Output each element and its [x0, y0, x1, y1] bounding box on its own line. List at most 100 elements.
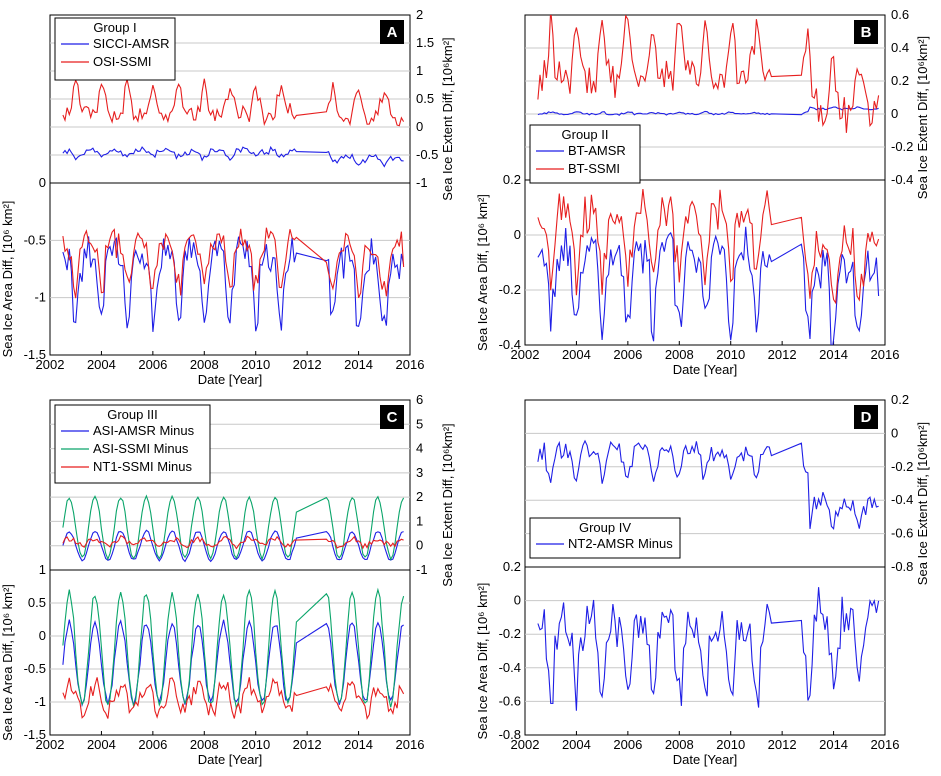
legend-title: Group IV [579, 520, 631, 535]
right-tick-label: 1 [416, 513, 423, 528]
x-tick-label: 2012 [293, 357, 322, 372]
legend-entry: BT-AMSR [568, 143, 626, 158]
right-tick-label: 1 [416, 63, 423, 78]
left-tick-label: -0.8 [499, 727, 521, 742]
right-tick-label: 4 [416, 441, 423, 456]
left-tick-label: -0.6 [499, 693, 521, 708]
right-tick-label: -0.6 [891, 526, 913, 541]
right-tick-label: 0 [891, 106, 898, 121]
x-tick-label: 2016 [871, 347, 900, 362]
right-tick-label: 0.5 [416, 91, 434, 106]
x-tick-label: 2006 [138, 737, 167, 752]
x-axis-label: Date [Year] [673, 362, 738, 377]
x-tick-label: 2002 [36, 357, 65, 372]
right-tick-label: 0.2 [891, 73, 909, 88]
series-line-asi-ssmi-minus [62, 587, 405, 711]
x-tick-label: 2010 [716, 347, 745, 362]
series-line-osi-ssmi [62, 78, 405, 127]
series-line-nt1-ssmi-minus [62, 677, 405, 721]
legend-box [54, 17, 176, 81]
series-line-asi-amsr-minus [62, 618, 404, 708]
left-tick-label: -0.4 [499, 660, 521, 675]
left-tick-label: 0.5 [28, 595, 46, 610]
legend-entry: OSI-SSMI [93, 54, 152, 69]
series-line-sicci-amsr [62, 145, 404, 168]
x-tick-label: 2012 [768, 737, 797, 752]
x-tick-label: 2010 [716, 737, 745, 752]
right-tick-label: -1 [416, 562, 428, 577]
series-group [537, 15, 880, 345]
left-tick-label: 0.2 [503, 172, 521, 187]
x-tick-label: 2016 [396, 737, 425, 752]
series-line-asi-ssmi-minus [62, 494, 405, 561]
right-tick-label: 0 [416, 119, 423, 134]
x-tick-label: 2012 [293, 737, 322, 752]
series-group [62, 494, 405, 721]
legend-box [54, 404, 211, 484]
left-tick-label: 1 [39, 562, 46, 577]
legend-entry: NT1-SSMI Minus [93, 459, 192, 474]
legend-entry: SICCI-AMSR [93, 36, 170, 51]
right-tick-label: 5 [416, 416, 423, 431]
right-tick-label: -0.8 [891, 559, 913, 574]
chart-panel-d: 0.2 0 -0.2 -0.4 -0.6 -0.8 0.2 0 -0.2 -0.4 -0.6 -0.8… [475, 392, 930, 767]
right-tick-label: 2 [416, 489, 423, 504]
legend-entry: ASI-AMSR Minus [93, 423, 195, 438]
legend-box [529, 124, 641, 184]
left-axis-label: Sea Ice Area Diff, [10⁶ km²] [475, 583, 490, 740]
left-tick-label: -0.4 [499, 337, 521, 352]
x-tick-label: 2002 [511, 737, 540, 752]
left-tick-label: -1.5 [24, 727, 46, 742]
right-tick-label: -0.4 [891, 172, 913, 187]
right-axis-label: Sea Ice Extent Diff, [10⁶km²] [440, 37, 455, 200]
right-axis-label: Sea Ice Extent Diff, [10⁶km²] [915, 422, 930, 585]
series-line-nt2-amsr-minus [537, 439, 879, 531]
x-tick-label: 2016 [871, 737, 900, 752]
x-axis-label: Date [Year] [198, 752, 263, 767]
right-tick-label: 0.6 [891, 7, 909, 22]
left-tick-label: 0 [514, 593, 521, 608]
panel-badge [854, 405, 878, 429]
series-line-nt2-amsr-minus [537, 587, 880, 711]
left-axis-label: Sea Ice Area Diff, [10⁶ km²] [475, 194, 490, 351]
right-tick-label: -0.4 [891, 492, 913, 507]
series-line-bt-ssmi [537, 15, 880, 133]
right-tick-label: -0.2 [891, 459, 913, 474]
x-axis-label: Date [Year] [673, 752, 738, 767]
left-axis-label: Sea Ice Area Diff, [10⁶ km²] [0, 584, 15, 741]
panel-badge-label: C [387, 409, 398, 426]
left-tick-label: -1 [34, 694, 46, 709]
x-tick-label: 2002 [511, 347, 540, 362]
panel-badge-label: A [387, 24, 398, 41]
series-group [537, 439, 880, 711]
right-tick-label: 0 [891, 425, 898, 440]
x-tick-label: 2008 [190, 737, 219, 752]
right-tick-label: 0.4 [891, 40, 909, 55]
right-tick-label: 2 [416, 7, 423, 22]
legend-title: Group III [107, 407, 158, 422]
legend-entry: BT-SSMI [568, 161, 620, 176]
left-tick-label: -1.5 [24, 347, 46, 362]
panel-badge-label: B [861, 24, 872, 41]
x-tick-label: 2014 [344, 737, 373, 752]
legend-box [529, 517, 681, 559]
x-tick-label: 2008 [665, 737, 694, 752]
left-tick-label: -1 [34, 290, 46, 305]
x-tick-label: 2014 [819, 347, 848, 362]
x-tick-label: 2006 [613, 737, 642, 752]
left-tick-label: 0.2 [503, 559, 521, 574]
right-tick-label: 3 [416, 465, 423, 480]
series-line-bt-ssmi [537, 189, 880, 305]
x-tick-label: 2014 [344, 357, 373, 372]
left-tick-label: 0 [39, 628, 46, 643]
series-line-asi-amsr-minus [62, 529, 404, 563]
right-tick-label: 0 [416, 538, 423, 553]
left-tick-label: -0.5 [24, 232, 46, 247]
series-line-bt-amsr [537, 106, 879, 116]
series-line-osi-ssmi [62, 227, 405, 299]
x-tick-label: 2008 [190, 357, 219, 372]
